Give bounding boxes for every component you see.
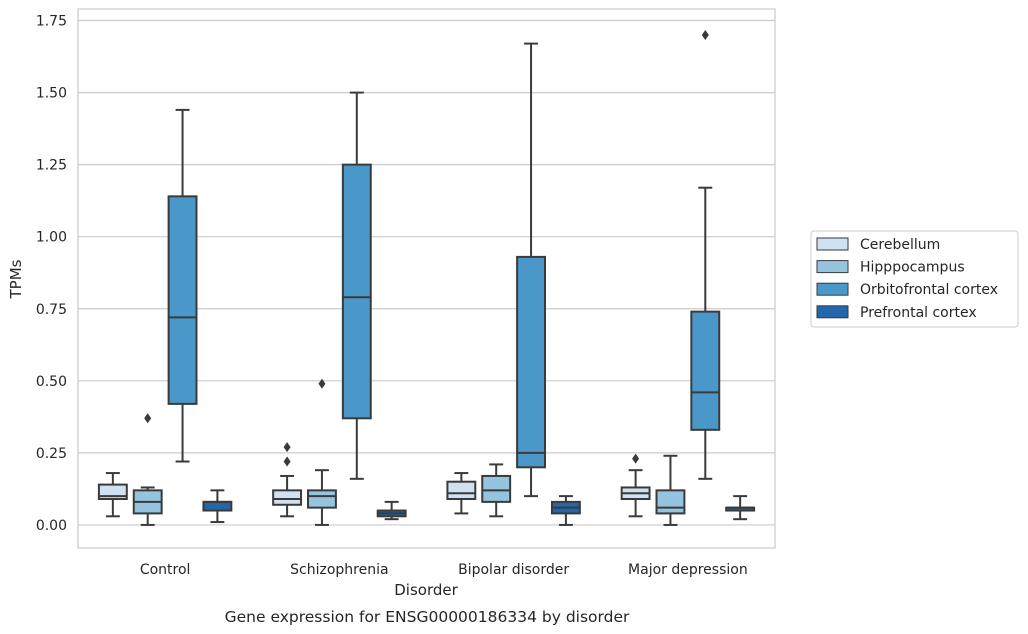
x-tick-label: Control	[140, 562, 191, 578]
box-orbitofrontal-cortex	[341, 91, 372, 480]
box-iqr	[516, 255, 546, 469]
outlier-point	[701, 29, 709, 40]
outlier-point	[283, 456, 291, 467]
box-cerebellum	[97, 472, 128, 518]
outlier-point	[144, 413, 152, 424]
legend: Cerebellum Hipppocampus Orbitofrontal cort…	[810, 230, 1019, 328]
box-iqr	[202, 500, 233, 512]
y-tick-label: 0.75	[36, 302, 67, 318]
y-tick-label: 1.50	[36, 86, 67, 102]
y-tick-label: 1.25	[36, 158, 67, 174]
y-axis-label: TPMs	[7, 259, 25, 299]
box-iqr	[307, 489, 337, 509]
box-iqr	[167, 195, 198, 405]
box-hipppocampus	[655, 454, 686, 526]
box-hipppocampus	[132, 413, 163, 526]
legend-swatch	[816, 260, 849, 274]
box-iqr	[272, 489, 303, 506]
x-tick-label: Major depression	[628, 562, 748, 578]
box-iqr	[690, 310, 721, 431]
x-tick-labels: Control Schizophrenia Bipolar disorder Majo…	[140, 562, 748, 578]
box-iqr	[481, 474, 512, 503]
outlier-point	[318, 378, 326, 389]
outlier-point	[283, 442, 291, 453]
legend-label: Cerebellum	[860, 237, 940, 253]
box-orbitofrontal-cortex	[690, 29, 721, 480]
legend-frame	[810, 230, 1019, 328]
y-tick-label: 0.00	[36, 518, 67, 534]
box-series-layer	[97, 29, 756, 526]
box-cerebellum	[272, 442, 303, 518]
outlier-point	[632, 453, 640, 464]
legend-swatch	[816, 237, 849, 251]
box-hipppocampus	[481, 463, 512, 518]
x-axis-label: Disorder	[394, 581, 458, 599]
box-orbitofrontal-cortex	[516, 42, 546, 498]
y-tick-labels: 0.00 0.25 0.50 0.75 1.00 1.25 1.50 1.75	[36, 14, 67, 534]
chart-caption: Gene expression for ENSG00000186334 by d…	[225, 608, 630, 626]
legend-swatch	[816, 305, 849, 319]
box-orbitofrontal-cortex	[167, 108, 198, 463]
box-cerebellum	[446, 472, 477, 515]
box-prefrontal-cortex	[725, 495, 756, 521]
y-tick-label: 0.50	[36, 374, 67, 390]
box-cerebellum	[620, 453, 651, 518]
x-tick-label: Schizophrenia	[290, 562, 388, 578]
box-prefrontal-cortex	[550, 495, 581, 526]
y-tick-label: 1.75	[36, 14, 67, 30]
y-tick-label: 0.25	[36, 446, 67, 462]
box-hipppocampus	[307, 378, 337, 526]
box-iqr	[446, 480, 477, 500]
y-tick-label: 1.00	[36, 230, 67, 246]
legend-swatch	[816, 282, 849, 296]
legend-label: Prefrontal cortex	[860, 305, 977, 321]
x-tick-label: Bipolar disorder	[458, 562, 569, 578]
box-iqr	[655, 489, 686, 515]
box-iqr	[341, 163, 372, 420]
legend-label: Orbitofrontal cortex	[860, 282, 998, 298]
plot-frame	[77, 8, 776, 549]
box-prefrontal-cortex	[202, 489, 233, 524]
box-prefrontal-cortex	[376, 500, 407, 521]
legend-label: Hipppocampus	[860, 260, 965, 276]
